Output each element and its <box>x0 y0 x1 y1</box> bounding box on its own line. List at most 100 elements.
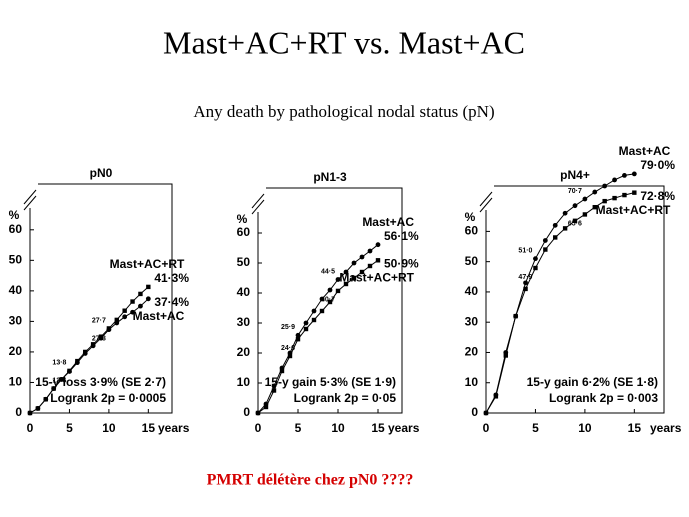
annotation: 15-y gain 6·2% (SE 1·8) <box>527 375 658 389</box>
end-value-label: 56·1% <box>384 229 419 243</box>
point-label: 51·0 <box>518 247 532 254</box>
point <box>375 242 381 248</box>
point-label: 13·6 <box>52 377 66 384</box>
point <box>572 203 578 209</box>
point <box>303 320 309 326</box>
annotation: Logrank 2p = 0·0005 <box>50 391 166 405</box>
annotation: Logrank 2p = 0·003 <box>549 391 658 405</box>
point <box>327 287 333 293</box>
end-value-label: 72·8% <box>640 189 675 203</box>
point <box>483 410 489 416</box>
point <box>74 360 80 366</box>
point <box>612 177 617 183</box>
end-value-label: 37·4% <box>154 295 189 309</box>
slide-note: PMRT délétère chez pN0 ???? <box>207 472 414 489</box>
annotation: Logrank 2p = 0·05 <box>294 391 397 405</box>
axis-break <box>251 193 265 209</box>
series-line <box>29 298 149 414</box>
point <box>553 235 558 240</box>
point <box>351 260 357 266</box>
point <box>582 196 588 202</box>
y-tick-label: 60 <box>237 225 251 239</box>
point <box>295 332 301 338</box>
point <box>631 171 637 177</box>
y-axis-label: % <box>465 210 476 224</box>
plot-frame <box>29 183 173 414</box>
y-axis-label: % <box>9 208 20 222</box>
point <box>295 337 301 342</box>
point-label: 24·6 <box>281 345 295 352</box>
point <box>592 204 597 210</box>
point <box>138 303 143 309</box>
point <box>98 335 104 341</box>
x-tick-label: 0 <box>483 421 490 435</box>
point <box>59 377 64 382</box>
point <box>622 173 627 178</box>
series-line <box>257 259 379 414</box>
axis-break <box>251 199 265 215</box>
y-tick-label: 40 <box>465 284 479 298</box>
legend-label: Mast+AC+RT <box>596 203 671 217</box>
point-label: 27·7 <box>92 317 106 324</box>
y-tick-label: 30 <box>9 314 23 328</box>
point <box>43 396 49 402</box>
point <box>146 284 151 290</box>
y-tick-label: 10 <box>237 375 251 389</box>
point <box>367 248 373 254</box>
axis-break <box>23 189 37 205</box>
point <box>533 265 538 271</box>
y-tick-label: 20 <box>237 345 251 359</box>
point-label: 65·6 <box>568 220 582 227</box>
y-tick-label: 20 <box>9 344 23 358</box>
slide-subtitle: Any death by pathological nodal status (… <box>193 102 494 121</box>
point <box>319 308 325 314</box>
point <box>138 291 143 297</box>
x-tick-label: 15 <box>628 421 642 435</box>
point <box>343 281 349 287</box>
point <box>602 198 607 204</box>
point <box>359 254 365 260</box>
point-label: 13·8 <box>52 360 66 367</box>
point <box>319 296 325 302</box>
chart-title: pN4+ <box>560 168 590 182</box>
series-line <box>485 192 635 414</box>
y-tick-label: 20 <box>465 345 479 359</box>
point <box>602 183 608 189</box>
point-label: 25·9 <box>281 324 295 331</box>
x-tick-label: 5 <box>66 421 73 435</box>
point <box>562 226 568 231</box>
point <box>106 327 112 333</box>
point <box>552 222 558 228</box>
end-value-label: 41·3% <box>154 271 189 285</box>
point <box>263 404 269 410</box>
point <box>255 410 261 416</box>
y-axis-label: % <box>237 212 248 226</box>
y-tick-label: 50 <box>237 255 251 269</box>
point <box>130 299 135 304</box>
point <box>533 256 538 262</box>
chart-title: pN0 <box>90 166 113 180</box>
point <box>375 258 381 263</box>
point <box>90 343 96 349</box>
y-tick-label: 50 <box>465 254 479 268</box>
y-tick-label: 0 <box>471 405 478 419</box>
y-tick-label: 30 <box>465 314 479 328</box>
point-label: 40·7 <box>321 297 335 304</box>
x-tick-label: 15 <box>142 421 156 435</box>
y-tick-label: 40 <box>237 285 251 299</box>
axis-break <box>479 191 493 207</box>
point <box>51 386 57 391</box>
point <box>311 317 317 323</box>
point <box>122 314 128 320</box>
axis-break <box>23 195 37 211</box>
point <box>82 351 88 356</box>
legend-label: Mast+AC+RT <box>339 270 414 284</box>
point <box>335 288 341 294</box>
point <box>367 263 373 269</box>
series-line <box>257 244 379 414</box>
y-tick-label: 50 <box>9 253 23 267</box>
point <box>542 238 548 243</box>
x-axis-label: years <box>388 421 420 435</box>
y-tick-label: 30 <box>237 315 251 329</box>
